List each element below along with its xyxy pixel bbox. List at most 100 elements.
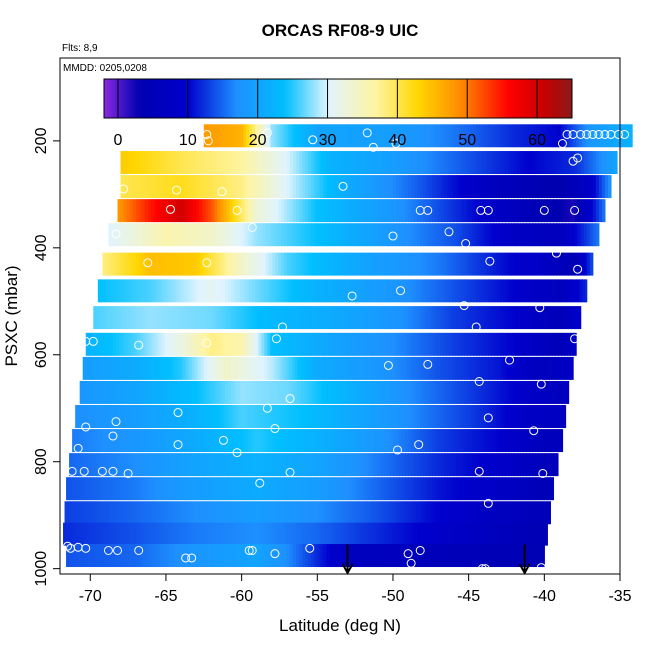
heatmap-cell [432, 306, 436, 330]
heatmap-cell [394, 501, 399, 525]
heatmap-cell [365, 477, 370, 501]
heatmap-cell [132, 405, 137, 428]
heatmap-cell [146, 380, 150, 404]
heatmap-cell [156, 544, 161, 568]
heatmap-cell [420, 199, 424, 223]
heatmap-cell [158, 279, 163, 303]
heatmap-cell [389, 522, 394, 546]
heatmap-cell [492, 151, 497, 174]
heatmap-cell [178, 151, 182, 174]
heatmap-cell [226, 544, 231, 568]
heatmap-cell [326, 477, 331, 501]
heatmap-cell [430, 124, 435, 148]
heatmap-cell [368, 252, 373, 276]
heatmap-cell [436, 279, 441, 303]
data-marker [270, 424, 280, 434]
heatmap-cell [511, 453, 515, 477]
heatmap-cell [429, 175, 433, 199]
heatmap-cell [72, 477, 76, 501]
heatmap-cell [441, 477, 446, 501]
heatmap-cell [106, 501, 111, 525]
heatmap-cell [208, 453, 212, 477]
heatmap-cell [125, 501, 129, 525]
heatmap-cell [138, 453, 143, 477]
heatmap-cell [247, 429, 252, 453]
heatmap-cell [415, 279, 420, 303]
heatmap-cell [241, 477, 246, 501]
heatmap-cell [112, 332, 117, 356]
heatmap-cell [90, 477, 94, 501]
heatmap-cell [567, 356, 571, 380]
heatmap-cell [111, 252, 116, 276]
heatmap-cell [112, 380, 117, 404]
heatmap-cell [598, 151, 603, 174]
heatmap-cell [535, 151, 539, 174]
heatmap-cell [503, 501, 508, 525]
heatmap-cell [311, 544, 315, 568]
heatmap-cell [406, 332, 411, 356]
heatmap-cell [235, 429, 240, 453]
heatmap-cell [182, 356, 187, 380]
heatmap-cell [598, 199, 603, 223]
heatmap-cell [111, 405, 116, 428]
heatmap-cell [141, 429, 146, 453]
heatmap-cell [314, 544, 318, 568]
heatmap-cell [129, 151, 134, 174]
heatmap-cell [228, 124, 232, 148]
heatmap-cell [305, 522, 309, 546]
heatmap-cell [583, 199, 588, 223]
heatmap-cell [406, 380, 411, 404]
heatmap-cell [359, 477, 364, 501]
heatmap-cell [273, 124, 278, 148]
heatmap-cell [527, 332, 532, 356]
heatmap-cell [414, 477, 418, 501]
heatmap-cell [135, 306, 140, 330]
heatmap-cell [445, 279, 450, 303]
heatmap-cell [526, 306, 530, 330]
heatmap-cell [524, 332, 529, 356]
heatmap-cell [417, 306, 421, 330]
heatmap-cell [417, 544, 421, 568]
heatmap-cell [480, 306, 485, 330]
heatmap-cell [559, 151, 564, 174]
heatmap-cell [347, 151, 352, 174]
heatmap-cell [355, 124, 359, 148]
heatmap-cell [389, 306, 394, 330]
heatmap-cell [550, 477, 555, 501]
heatmap-cell [250, 252, 255, 276]
heatmap-cell [215, 332, 220, 356]
heatmap-cell [234, 380, 238, 404]
heatmap-cell [238, 252, 243, 276]
heatmap-cell [409, 279, 414, 303]
heatmap-cell [370, 501, 374, 525]
heatmap-cell [343, 356, 347, 380]
heatmap-cell [503, 380, 508, 404]
heatmap-cell [409, 356, 414, 380]
heatmap-cell [388, 380, 393, 404]
heatmap-cell [482, 279, 486, 303]
heatmap-cell [532, 544, 536, 568]
heatmap-cell [308, 477, 312, 501]
heatmap-cell [562, 151, 567, 174]
heatmap-cell [308, 223, 312, 247]
heatmap-cell [244, 522, 249, 546]
heatmap-cell [520, 252, 524, 276]
heatmap-cell [579, 124, 583, 148]
heatmap-cell [75, 544, 79, 568]
heatmap-cell [214, 477, 219, 501]
heatmap-cell [318, 501, 323, 525]
heatmap-cell [258, 332, 262, 356]
heatmap-cell [252, 279, 256, 303]
heatmap-cell [265, 306, 270, 330]
heatmap-cell [273, 332, 278, 356]
heatmap-cell [426, 223, 430, 247]
data-marker [63, 541, 73, 551]
heatmap-cell [374, 306, 379, 330]
heatmap-cell [392, 306, 397, 330]
heatmap-cell [268, 306, 273, 330]
heatmap-cell [474, 175, 479, 199]
heatmap-cell [438, 544, 443, 568]
heatmap-cell [527, 501, 532, 525]
heatmap-cell [327, 501, 332, 525]
data-marker [423, 359, 433, 369]
